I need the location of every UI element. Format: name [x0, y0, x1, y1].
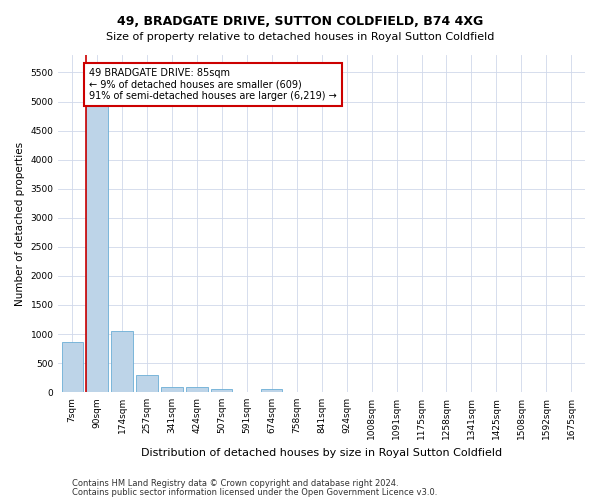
Bar	[86, 72, 108, 392]
Text: 49, BRADGATE DRIVE, SUTTON COLDFIELD, B74 4XG: 49, BRADGATE DRIVE, SUTTON COLDFIELD, B7…	[117, 15, 483, 28]
Bar	[62, 342, 83, 392]
Bar	[211, 389, 232, 392]
Bar	[187, 387, 208, 392]
Text: Contains HM Land Registry data © Crown copyright and database right 2024.: Contains HM Land Registry data © Crown c…	[72, 479, 398, 488]
X-axis label: Distribution of detached houses by size in Royal Sutton Coldfield: Distribution of detached houses by size …	[141, 448, 502, 458]
Text: Size of property relative to detached houses in Royal Sutton Coldfield: Size of property relative to detached ho…	[106, 32, 494, 42]
Bar	[261, 388, 283, 392]
Text: Contains public sector information licensed under the Open Government Licence v3: Contains public sector information licen…	[72, 488, 437, 497]
Bar	[161, 386, 182, 392]
Bar	[112, 330, 133, 392]
Bar	[136, 376, 158, 392]
Text: 49 BRADGATE DRIVE: 85sqm
← 9% of detached houses are smaller (609)
91% of semi-d: 49 BRADGATE DRIVE: 85sqm ← 9% of detache…	[89, 68, 337, 101]
Y-axis label: Number of detached properties: Number of detached properties	[15, 142, 25, 306]
